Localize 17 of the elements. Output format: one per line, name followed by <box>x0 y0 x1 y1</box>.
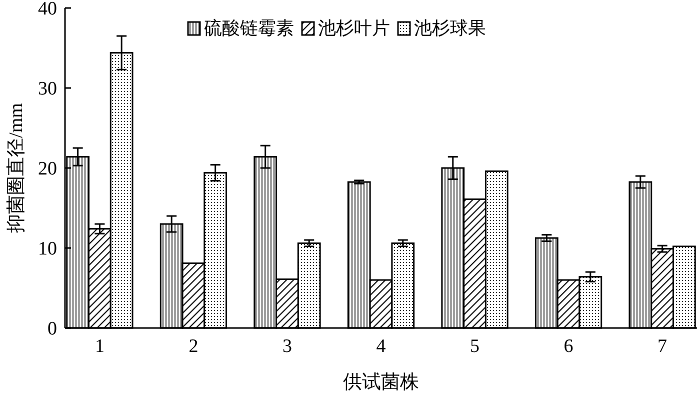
x-tick-label: 6 <box>564 336 574 357</box>
y-tick-label: 30 <box>38 78 57 100</box>
x-tick-label: 7 <box>658 336 668 357</box>
x-axis-title: 供试菌株 <box>343 372 419 393</box>
legend-label: 池杉球果 <box>414 18 486 38</box>
y-tick-label: 20 <box>38 158 57 180</box>
y-tick-label: 40 <box>38 0 57 20</box>
y-tick-label: 10 <box>38 238 57 260</box>
y-tick-label: 0 <box>48 318 57 340</box>
legend-label: 硫酸链霉素 <box>204 18 294 38</box>
y-axis-title: 抑菌圈直径/mm <box>6 102 27 233</box>
x-tick-label: 3 <box>282 336 292 357</box>
x-tick-label: 4 <box>376 336 386 357</box>
x-tick-label: 5 <box>470 336 480 357</box>
legend-label: 池杉叶片 <box>318 18 390 38</box>
x-tick-label: 1 <box>94 336 104 357</box>
x-tick-label: 2 <box>188 336 198 357</box>
